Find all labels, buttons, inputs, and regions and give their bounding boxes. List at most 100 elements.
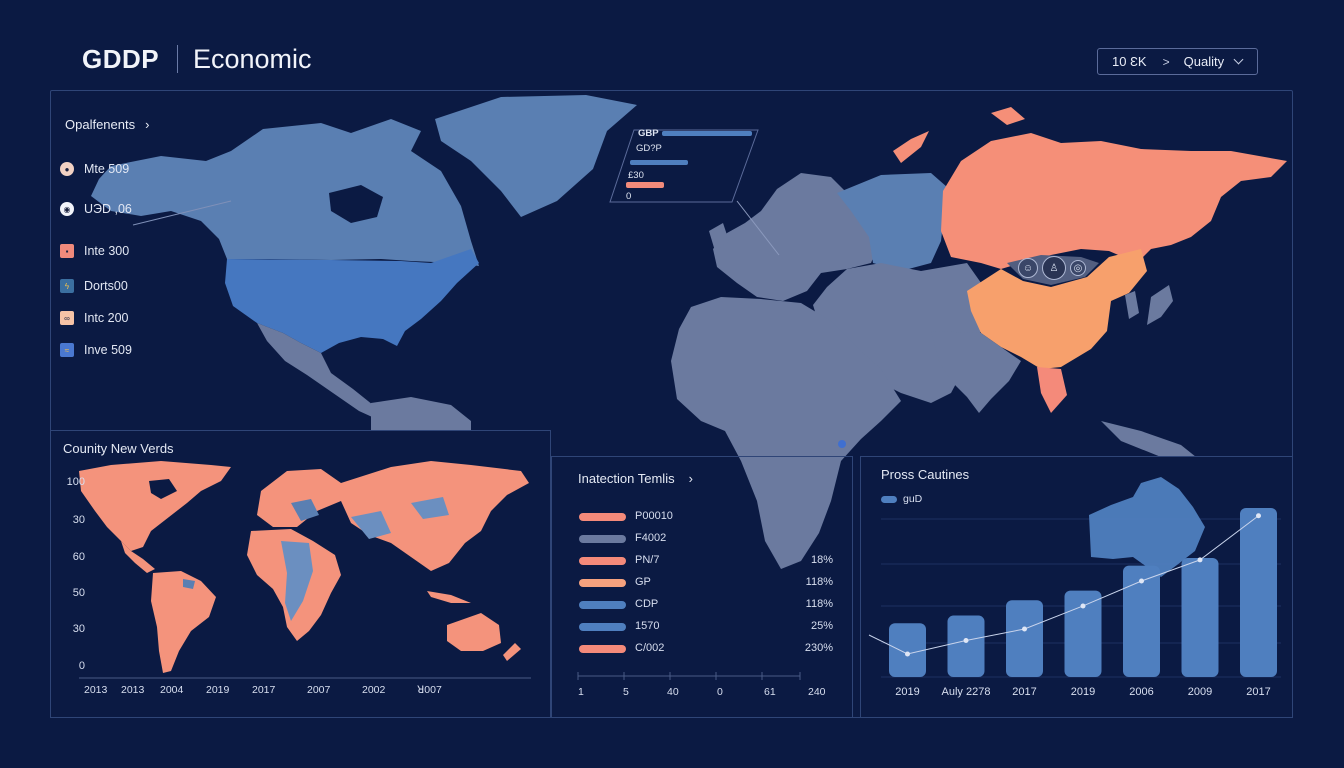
x-tick: 2013 (84, 684, 108, 696)
layer-item[interactable]: ≈ Inve 509 (60, 343, 132, 357)
trend-bar (579, 557, 626, 565)
x-tick: 2009 (1187, 686, 1213, 698)
app-header: GDDP Economic 10 ƐK > Quality (0, 0, 1344, 90)
x-tick: 2002 (362, 684, 386, 696)
ring-badge-icon: ◉ (60, 202, 74, 216)
trend-value: 118% (805, 576, 833, 588)
layer-item[interactable]: ◉ UЭD ,06 (60, 202, 132, 216)
trend-value: 118% (805, 598, 833, 610)
trend-bar (579, 601, 626, 609)
globe-icon[interactable]: ◎ (1070, 260, 1086, 276)
trend-point[interactable] (1139, 578, 1144, 584)
chart-badge-icon: ≈ (60, 343, 74, 357)
chevron-right-icon: › (145, 117, 150, 132)
layer-label: Intc 200 (84, 311, 129, 325)
region-china (967, 249, 1147, 369)
axis-tick: 61 (764, 686, 776, 698)
mini-legend-label: GBP (638, 128, 659, 139)
region-south-america (371, 397, 471, 433)
brand-logo: GDDP (82, 44, 160, 74)
smile-icon[interactable]: ☺ (1018, 258, 1038, 278)
bike-badge-icon: ∞ (60, 311, 74, 325)
trend-bar (579, 645, 626, 653)
region-mexico (257, 323, 389, 421)
x-tick: 2019 (1070, 686, 1096, 698)
chart-bar[interactable] (1181, 557, 1219, 677)
trend-label: CDP (635, 598, 659, 610)
axis-tick: 40 (667, 686, 679, 698)
trend-label: GP (635, 576, 651, 588)
square-badge-icon: ▪ (60, 244, 74, 258)
x-tick: 2006 (1129, 686, 1154, 698)
trend-point[interactable] (963, 638, 969, 644)
chart-bar[interactable] (1123, 565, 1160, 677)
x-tick: 2007 (307, 684, 331, 696)
trend-row[interactable]: GP 118% (579, 576, 839, 590)
region-uk (709, 223, 729, 251)
layer-label: UЭD ,06 (84, 202, 132, 216)
country-map-panel: Counity New Verds 100 30 60 50 30 0 2013… (50, 430, 551, 718)
layer-label: Inve 509 (84, 343, 132, 357)
bar-chart-panel: Pross Cautines guD 2019 Auly 2278 2017 2019… (860, 456, 1293, 718)
layers-title: Opalfenents (65, 117, 136, 132)
y-tick: 30 (72, 623, 85, 635)
layer-label: Inte 300 (84, 244, 130, 258)
trend-row[interactable]: 1570 25% (579, 620, 839, 634)
mini-legend-label: £30 (628, 170, 644, 181)
region-se-asia (1037, 367, 1067, 413)
trend-point[interactable] (1197, 557, 1203, 563)
trend-row[interactable]: P00010 (579, 510, 839, 524)
dataset-selector[interactable]: 10 ƐK > Quality (1097, 48, 1258, 75)
layer-item[interactable]: ● Mte 509 (60, 162, 129, 176)
trend-value: 18% (810, 554, 833, 566)
trend-point[interactable] (1256, 513, 1261, 519)
layer-label: Mte 509 (84, 162, 130, 176)
y-tick: 0 (78, 660, 85, 672)
chevron-right-icon: › (688, 471, 693, 486)
header-divider (177, 45, 178, 73)
panel-title: Pross Cautines (881, 467, 970, 482)
mini-legend-label: 0 (626, 191, 632, 202)
bolt-badge-icon: ϟ (60, 279, 74, 293)
x-tick: 2017 (252, 684, 276, 696)
layer-label: Dorts00 (84, 279, 128, 293)
region-greenland (435, 95, 637, 217)
x-tick: ꓤ007 (417, 684, 442, 696)
chart-bar[interactable] (1240, 508, 1277, 677)
chart-bar[interactable] (1064, 590, 1102, 677)
trend-label: P00010 (635, 510, 673, 522)
selector-value: 10 ƐK (1112, 54, 1147, 69)
layer-item[interactable]: ϟ Dorts00 (60, 279, 128, 293)
layer-item[interactable]: ▪ Inte 300 (60, 244, 129, 258)
map-icon-group: ☺ ♙ ◎ (1018, 256, 1086, 280)
trend-point[interactable] (1080, 603, 1086, 609)
chart-bar[interactable] (1006, 600, 1043, 677)
trend-row[interactable]: C/002 230% (579, 642, 839, 656)
person-icon[interactable]: ♙ (1042, 256, 1066, 280)
trend-label: C/002 (635, 642, 665, 654)
chart-bar[interactable] (889, 623, 926, 677)
y-tick: 60 (72, 551, 85, 563)
x-tick: 2019 (895, 686, 920, 698)
circle-badge-icon: ● (60, 162, 74, 176)
trends-header[interactable]: Inatection Temlis › (578, 471, 693, 486)
y-tick: 30 (72, 514, 85, 526)
chart-bar[interactable] (947, 615, 985, 677)
trend-label: PN/7 (635, 554, 660, 566)
region-russia (941, 133, 1287, 269)
trend-row[interactable]: F4002 (579, 532, 839, 546)
world-map[interactable] (51, 91, 1293, 718)
page-title: Economic (193, 44, 312, 74)
trend-row[interactable]: CDP 118% (579, 598, 839, 612)
region-indonesia (1101, 421, 1201, 461)
trend-point[interactable] (905, 651, 910, 657)
layer-item[interactable]: ∞ Intc 200 (60, 311, 128, 325)
x-tick: Auly 2278 (941, 686, 991, 698)
bar-chart[interactable] (861, 457, 1293, 718)
layers-header[interactable]: Opalfenents › (65, 117, 149, 132)
region-west-russia (837, 173, 947, 271)
trend-row[interactable]: PN/7 18% (579, 554, 839, 568)
map-marker (838, 440, 846, 448)
country-map[interactable] (51, 431, 551, 718)
trend-point[interactable] (1022, 626, 1027, 632)
